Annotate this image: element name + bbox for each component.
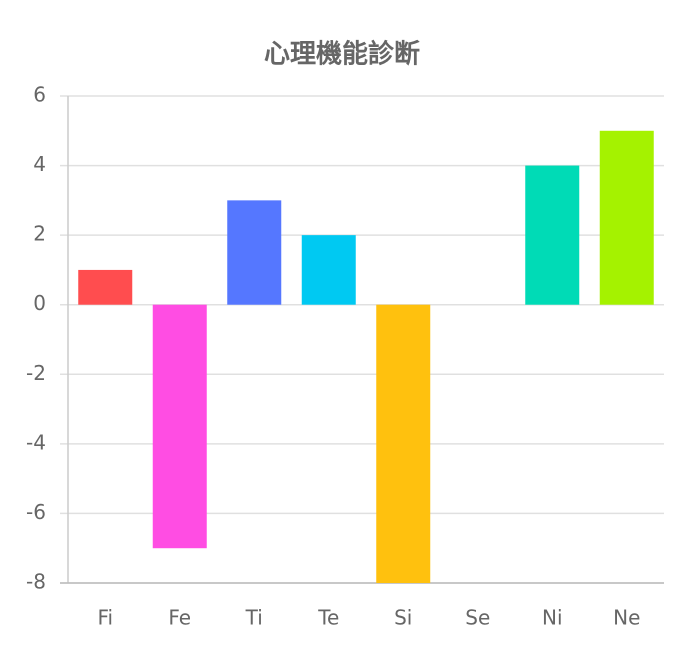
chart-title: 心理機能診断 — [264, 39, 420, 70]
x-tick-label: Fe — [168, 606, 191, 630]
y-tick-label: 2 — [33, 222, 46, 246]
bar — [599, 130, 654, 305]
bar — [78, 269, 133, 305]
bar — [376, 304, 431, 583]
x-tick-label: Ti — [245, 606, 263, 630]
y-tick-label: 6 — [33, 83, 46, 107]
x-tick-label: Si — [394, 606, 412, 630]
bar — [525, 165, 580, 305]
x-tick-label: Te — [317, 606, 339, 630]
y-tick-label: -4 — [26, 430, 46, 454]
bar — [152, 304, 207, 549]
x-tick-label: Ne — [613, 606, 640, 630]
y-tick-label: -6 — [26, 500, 46, 524]
y-tick-label: -8 — [26, 570, 46, 594]
y-tick-label: 4 — [33, 152, 46, 176]
bar — [227, 200, 282, 305]
bar — [301, 235, 356, 305]
y-tick-label: 0 — [33, 291, 46, 315]
y-tick-label: -2 — [26, 361, 46, 385]
x-tick-label: Se — [465, 606, 490, 630]
x-tick-label: Ni — [542, 606, 563, 630]
x-tick-label: Fi — [97, 606, 113, 630]
